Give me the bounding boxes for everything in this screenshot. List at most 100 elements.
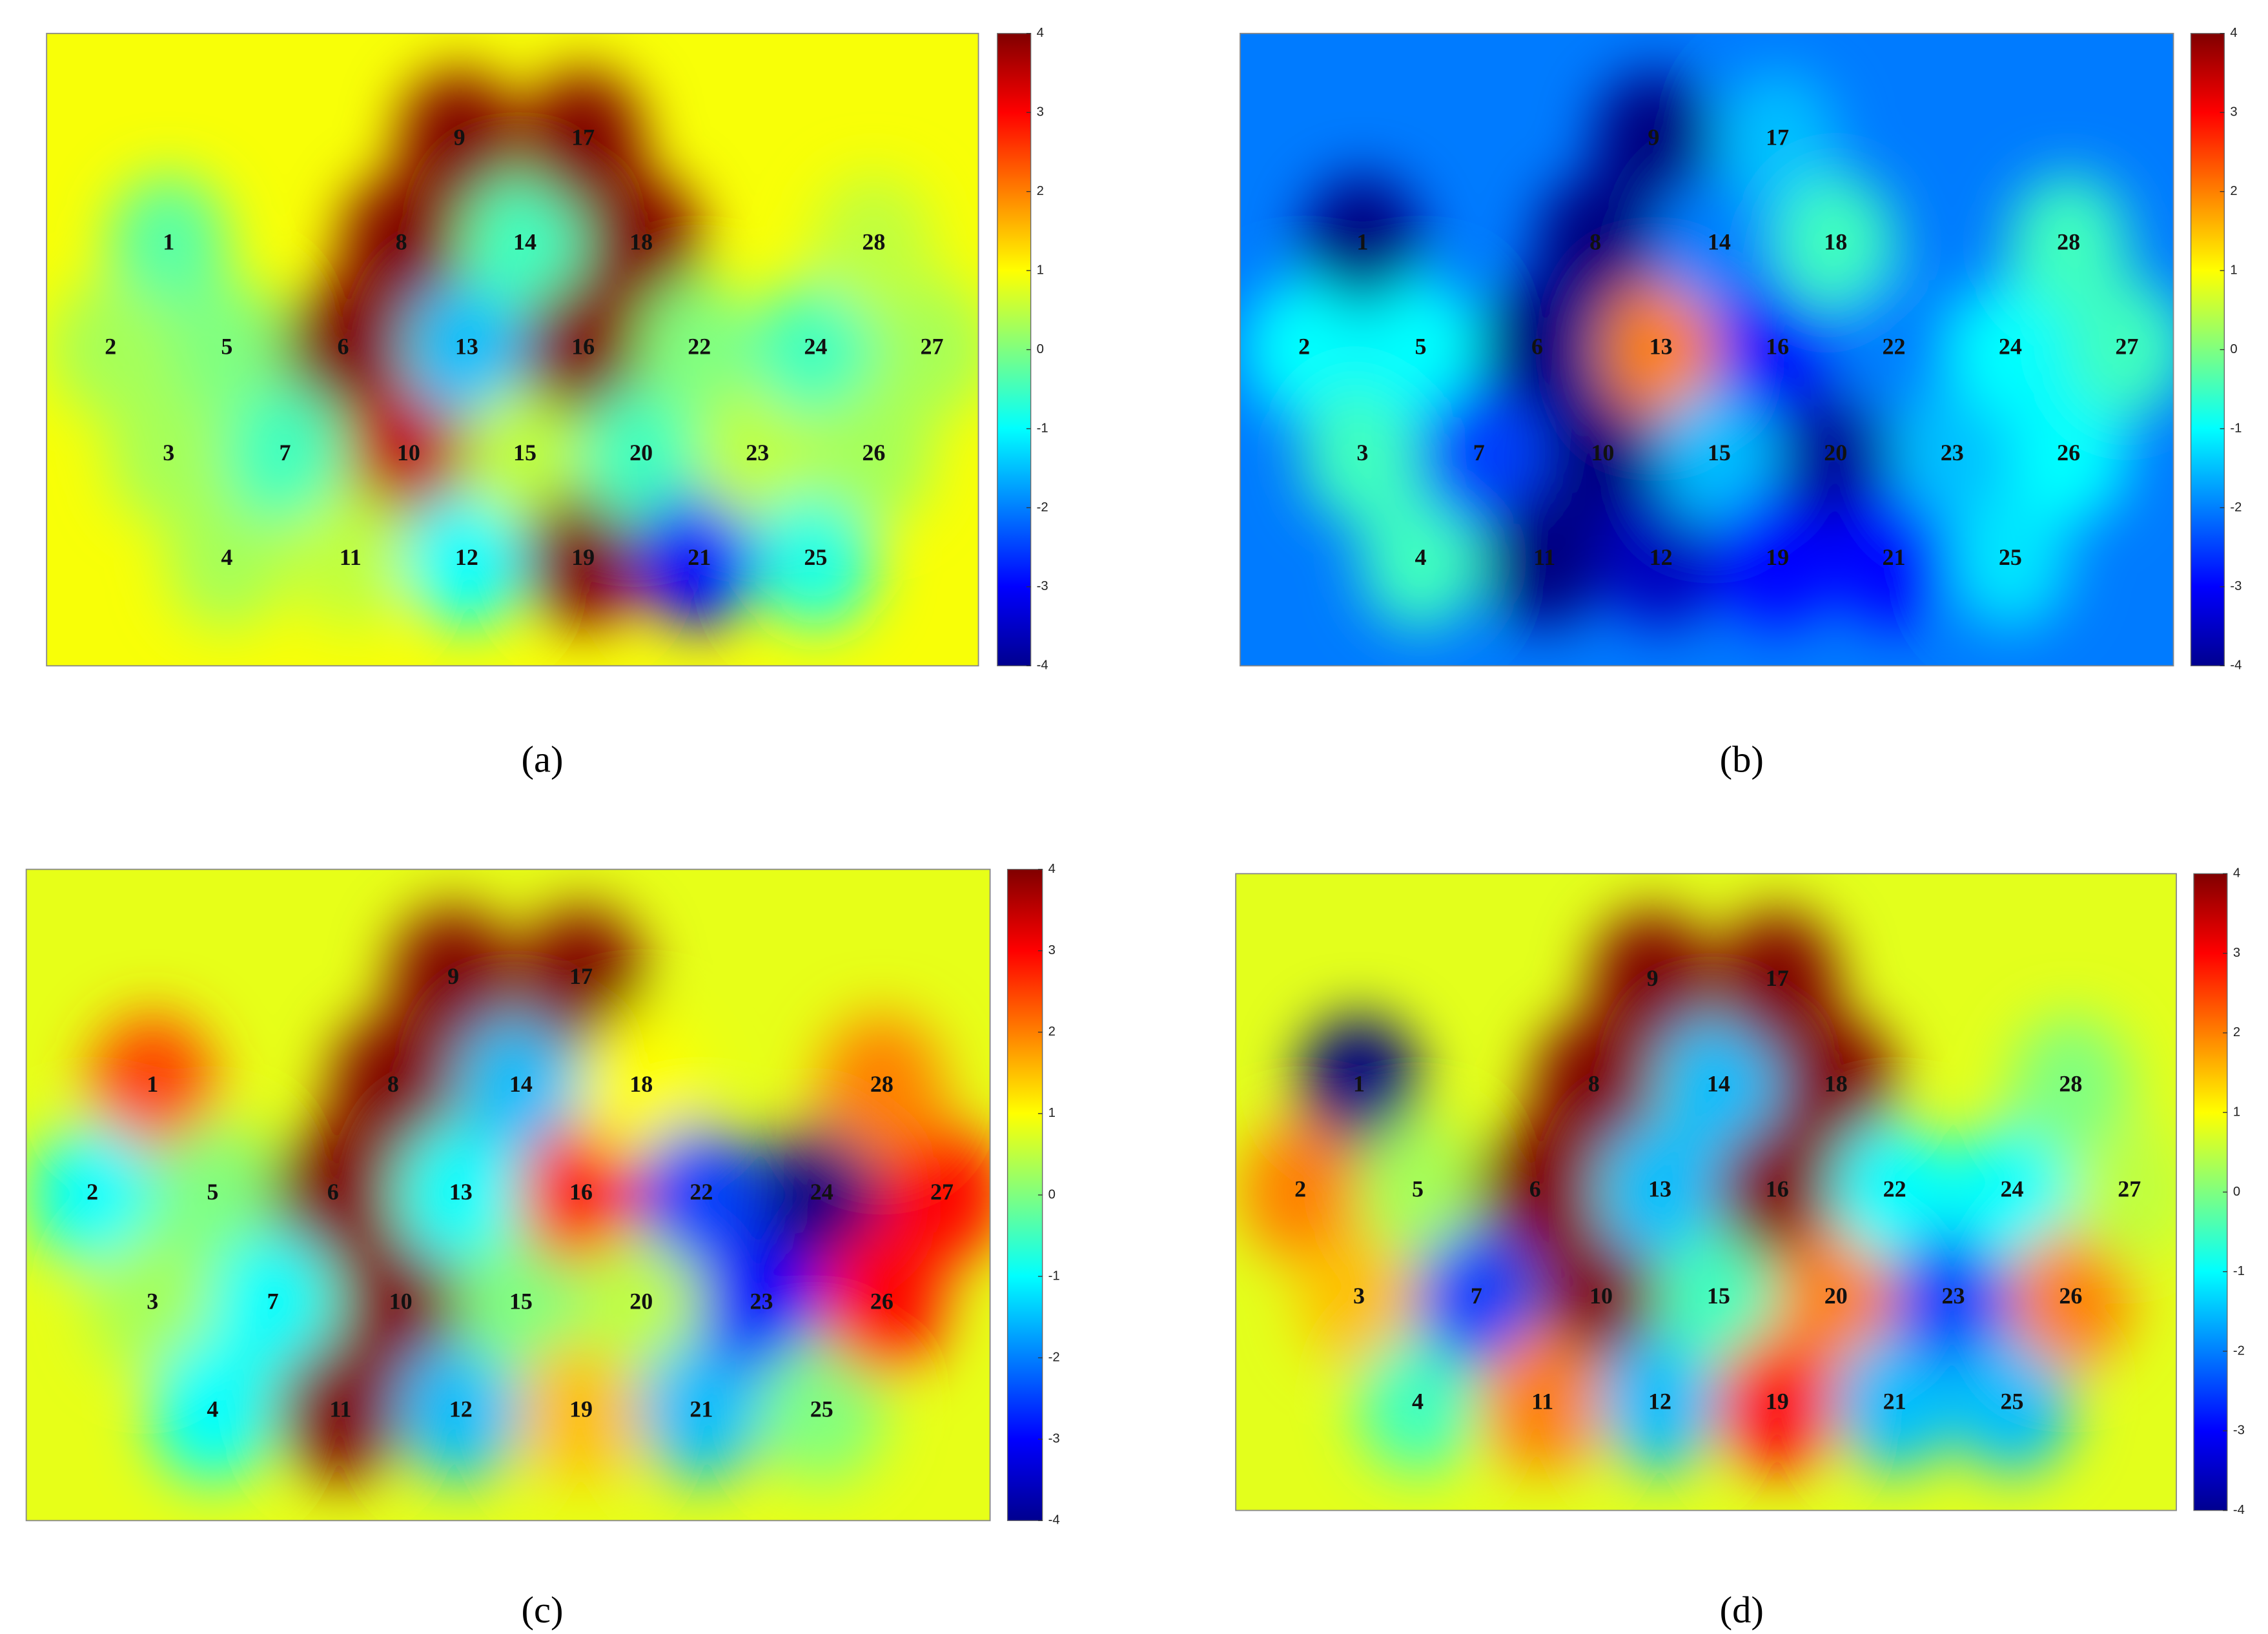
colorbar-tick-label: 0 [1037, 342, 1044, 356]
field-blob [150, 1340, 276, 1484]
field-blob [1775, 174, 1897, 314]
field-blob [90, 1014, 216, 1158]
field-blob [755, 279, 877, 419]
electrode-label: 20 [629, 440, 653, 465]
electrode-label: 6 [1531, 334, 1543, 360]
electrode-label: 3 [163, 440, 174, 465]
electrode-label: 21 [1883, 1388, 1906, 1414]
field-blob [1892, 1228, 2015, 1369]
field-blob [406, 490, 527, 629]
colorbar-tick-label: 3 [1037, 105, 1044, 119]
electrode-label: 26 [2059, 1283, 2082, 1309]
electrode-label: 23 [750, 1288, 773, 1314]
field-blob [759, 1122, 884, 1266]
field-blob [639, 279, 761, 419]
field-blob [639, 1122, 764, 1266]
electrode-label: 19 [569, 1396, 593, 1422]
colorbar [1006, 868, 1043, 1522]
field [46, 33, 979, 666]
colorbar-tick-label: 2 [2230, 184, 2237, 198]
field-blob [224, 385, 346, 525]
field-blob [1360, 490, 1482, 629]
field-blob [1717, 279, 1839, 419]
electrode-label: 19 [1766, 1388, 1789, 1414]
electrode-label: 27 [2118, 1176, 2141, 1202]
colorbar-tick-label: -1 [1048, 1269, 1060, 1283]
electrode-label: 20 [629, 1288, 653, 1314]
panel-caption: (d) [1720, 1589, 1764, 1631]
colorbar-tick-label: 3 [2233, 946, 2240, 960]
field-blob [1302, 385, 1424, 525]
electrode-label: 25 [2000, 1388, 2023, 1414]
field-blob [1415, 1228, 1538, 1369]
colorbar-tick-label: -2 [2233, 1343, 2245, 1358]
colorbar-tick-label: 2 [1037, 184, 1044, 198]
electrode-label: 4 [1415, 544, 1427, 570]
field-blob [1599, 1333, 1721, 1474]
field-blob [1775, 385, 1897, 525]
electrode-label: 17 [571, 124, 595, 150]
field-blob [1474, 1121, 1597, 1261]
electrode-label: 17 [1766, 965, 1789, 991]
field-blob [1658, 385, 1780, 525]
field-blob [522, 70, 644, 209]
field-blob [518, 1122, 644, 1266]
electrode-label: 7 [1471, 1283, 1482, 1309]
field-blob [1891, 385, 2013, 525]
electrode-label: 14 [1707, 1070, 1730, 1096]
electrode-label: 12 [1648, 1388, 1671, 1414]
field-blob [1239, 1121, 1362, 1261]
field-blob [1542, 385, 1664, 525]
electrode-label: 28 [2059, 1070, 2082, 1096]
field-blob [348, 385, 469, 525]
electrode-label: 2 [105, 334, 116, 360]
field-blob [30, 1122, 156, 1266]
colorbar-tick-label: -2 [2230, 500, 2242, 515]
field-blob [522, 279, 644, 419]
electrode-label: 8 [396, 229, 407, 255]
electrode-label: 12 [1650, 544, 1673, 570]
electrode-label: 11 [329, 1396, 351, 1422]
field-blob [278, 1340, 404, 1484]
colorbar-tick-label: -1 [2233, 1264, 2245, 1278]
colorbar-tick-label: 4 [1037, 26, 1044, 40]
electrode-label: 16 [569, 1179, 593, 1205]
colorbar-tick-label: -3 [1048, 1432, 1060, 1446]
electrode-label: 7 [267, 1288, 279, 1314]
colorbar-tick-label: 4 [2233, 866, 2240, 881]
field-blob [150, 1122, 276, 1266]
electrode-label: 6 [338, 334, 349, 360]
field-blob [2068, 1121, 2177, 1261]
electrode-label: 28 [862, 229, 885, 255]
electrode-label: 7 [1473, 440, 1485, 465]
electrode-label: 16 [571, 334, 595, 360]
field [1240, 33, 2174, 666]
electrode-label: 4 [1412, 1388, 1424, 1414]
panel-caption: (a) [522, 739, 564, 781]
electrode-label: 27 [2115, 334, 2138, 360]
electrode-label: 23 [1941, 440, 1964, 465]
field-blob [108, 174, 230, 314]
electrode-label: 15 [513, 440, 536, 465]
field-blobs [1239, 910, 2177, 1474]
electrode-label: 21 [688, 544, 711, 570]
field-blob [759, 1340, 884, 1484]
electrode-label: 26 [870, 1288, 894, 1314]
electrode-label: 21 [1882, 544, 1905, 570]
field-blob [330, 1014, 456, 1158]
electrode-label: 5 [1412, 1176, 1424, 1202]
field-blob [1591, 910, 1714, 1051]
electrode-label: 13 [455, 334, 478, 360]
electrode-label: 13 [1650, 334, 1673, 360]
field-blob [518, 1340, 644, 1484]
field-blob [289, 490, 411, 629]
field-blob [1717, 70, 1839, 209]
colorbar-tick-label: -4 [2230, 659, 2242, 673]
electrode-label: 3 [147, 1288, 158, 1314]
electrode-label: 10 [389, 1288, 413, 1314]
electrode-label: 14 [509, 1071, 533, 1097]
field-blob [1716, 910, 1839, 1051]
colorbar-tick-label: 3 [1048, 943, 1056, 957]
electrode-label: 6 [327, 1179, 339, 1205]
electrode-label: 10 [1591, 440, 1614, 465]
